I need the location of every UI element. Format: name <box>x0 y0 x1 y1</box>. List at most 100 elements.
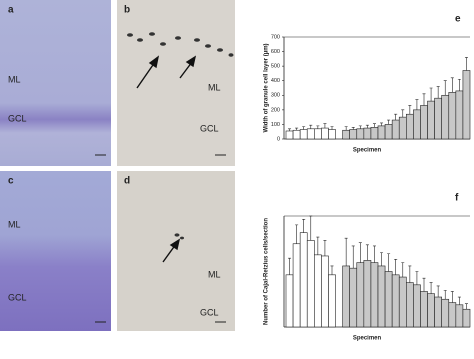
layer-label: ML <box>208 82 221 92</box>
bar <box>321 255 329 328</box>
error-bar <box>316 125 320 129</box>
error-bar <box>288 257 292 275</box>
bar <box>306 240 315 328</box>
bar <box>427 293 435 328</box>
error-bar <box>288 128 292 131</box>
bar <box>292 243 301 328</box>
error-bar <box>365 244 369 261</box>
error-bar <box>351 245 355 269</box>
panel-letter: a <box>8 5 14 16</box>
bar <box>420 291 428 328</box>
error-bar <box>429 282 433 294</box>
error-bar <box>330 265 334 275</box>
error-bar <box>443 80 447 96</box>
bar <box>462 308 471 328</box>
bar <box>328 129 336 140</box>
bar <box>384 271 393 328</box>
bar <box>321 127 329 140</box>
bar <box>356 128 365 140</box>
layer-label: ML <box>8 74 21 84</box>
bar <box>406 282 414 328</box>
bar <box>363 127 372 140</box>
x-axis-label: Specimen <box>353 336 382 342</box>
layer-label: GCL <box>200 307 219 317</box>
micrograph <box>0 171 111 331</box>
bar <box>285 274 294 328</box>
bar <box>441 94 450 140</box>
bar <box>427 100 435 140</box>
bar <box>420 105 428 140</box>
cells <box>127 32 234 240</box>
bar <box>285 130 294 140</box>
bar <box>292 129 301 140</box>
bar <box>384 124 393 140</box>
panel-letter: c <box>8 176 14 187</box>
layer-label: ML <box>208 269 221 279</box>
panel-letter: d <box>124 176 130 187</box>
error-bar <box>422 93 426 106</box>
bar <box>413 284 421 328</box>
x-axis-label: Specimen <box>353 148 382 154</box>
y-tick-label: 400 <box>271 78 280 84</box>
error-bar <box>316 236 320 255</box>
error-bar <box>365 124 369 129</box>
error-bar <box>387 119 391 125</box>
bar <box>434 97 442 140</box>
error-bar <box>408 105 412 115</box>
error-bar <box>436 285 440 298</box>
error-bar <box>415 99 419 110</box>
error-bar <box>464 57 468 71</box>
panel-letter: f <box>455 193 459 204</box>
error-bar <box>450 77 454 93</box>
bar <box>448 92 457 140</box>
error-bar <box>415 271 419 285</box>
error-bar <box>401 262 405 278</box>
error-bar <box>302 219 306 233</box>
panel-letter: b <box>124 5 130 16</box>
error-bar <box>309 215 313 241</box>
bar <box>342 129 350 140</box>
bar <box>349 267 358 328</box>
micrograph <box>117 171 235 331</box>
error-bar <box>387 253 391 272</box>
error-bar <box>372 245 376 263</box>
bar <box>391 274 400 328</box>
error-bar <box>380 252 384 266</box>
error-bar <box>443 290 447 300</box>
bar <box>391 119 400 140</box>
layer-label: GCL <box>200 123 219 133</box>
bar <box>314 128 322 140</box>
bar <box>462 70 471 140</box>
error-bar <box>323 123 327 129</box>
layer-label: ML <box>8 219 21 229</box>
bar <box>370 127 379 140</box>
bar <box>306 128 315 140</box>
bar <box>356 262 365 328</box>
y-tick-label: 100 <box>271 122 280 128</box>
bar <box>434 296 442 328</box>
bar <box>406 113 414 140</box>
bar <box>349 129 358 140</box>
error-bar <box>330 126 334 130</box>
error-bar <box>295 127 299 131</box>
bar <box>398 116 407 140</box>
y-tick-label: 600 <box>271 49 280 55</box>
error-bar <box>351 127 355 130</box>
y-tick-label: 300 <box>271 93 280 99</box>
bar <box>363 260 372 328</box>
y-tick-label: 0 <box>277 136 280 142</box>
bar <box>448 302 457 328</box>
error-bar <box>401 109 405 118</box>
error-bar <box>429 87 433 102</box>
error-bar <box>450 291 454 303</box>
micrograph <box>0 0 111 166</box>
y-axis-label: Width of granule cell layer (µm) <box>264 43 270 132</box>
bar <box>314 254 322 328</box>
error-bar <box>394 258 398 275</box>
error-bar <box>464 303 468 310</box>
error-bar <box>323 240 327 256</box>
layer-label: GCL <box>8 292 27 302</box>
arrows <box>136 55 197 263</box>
error-bar <box>309 124 313 129</box>
